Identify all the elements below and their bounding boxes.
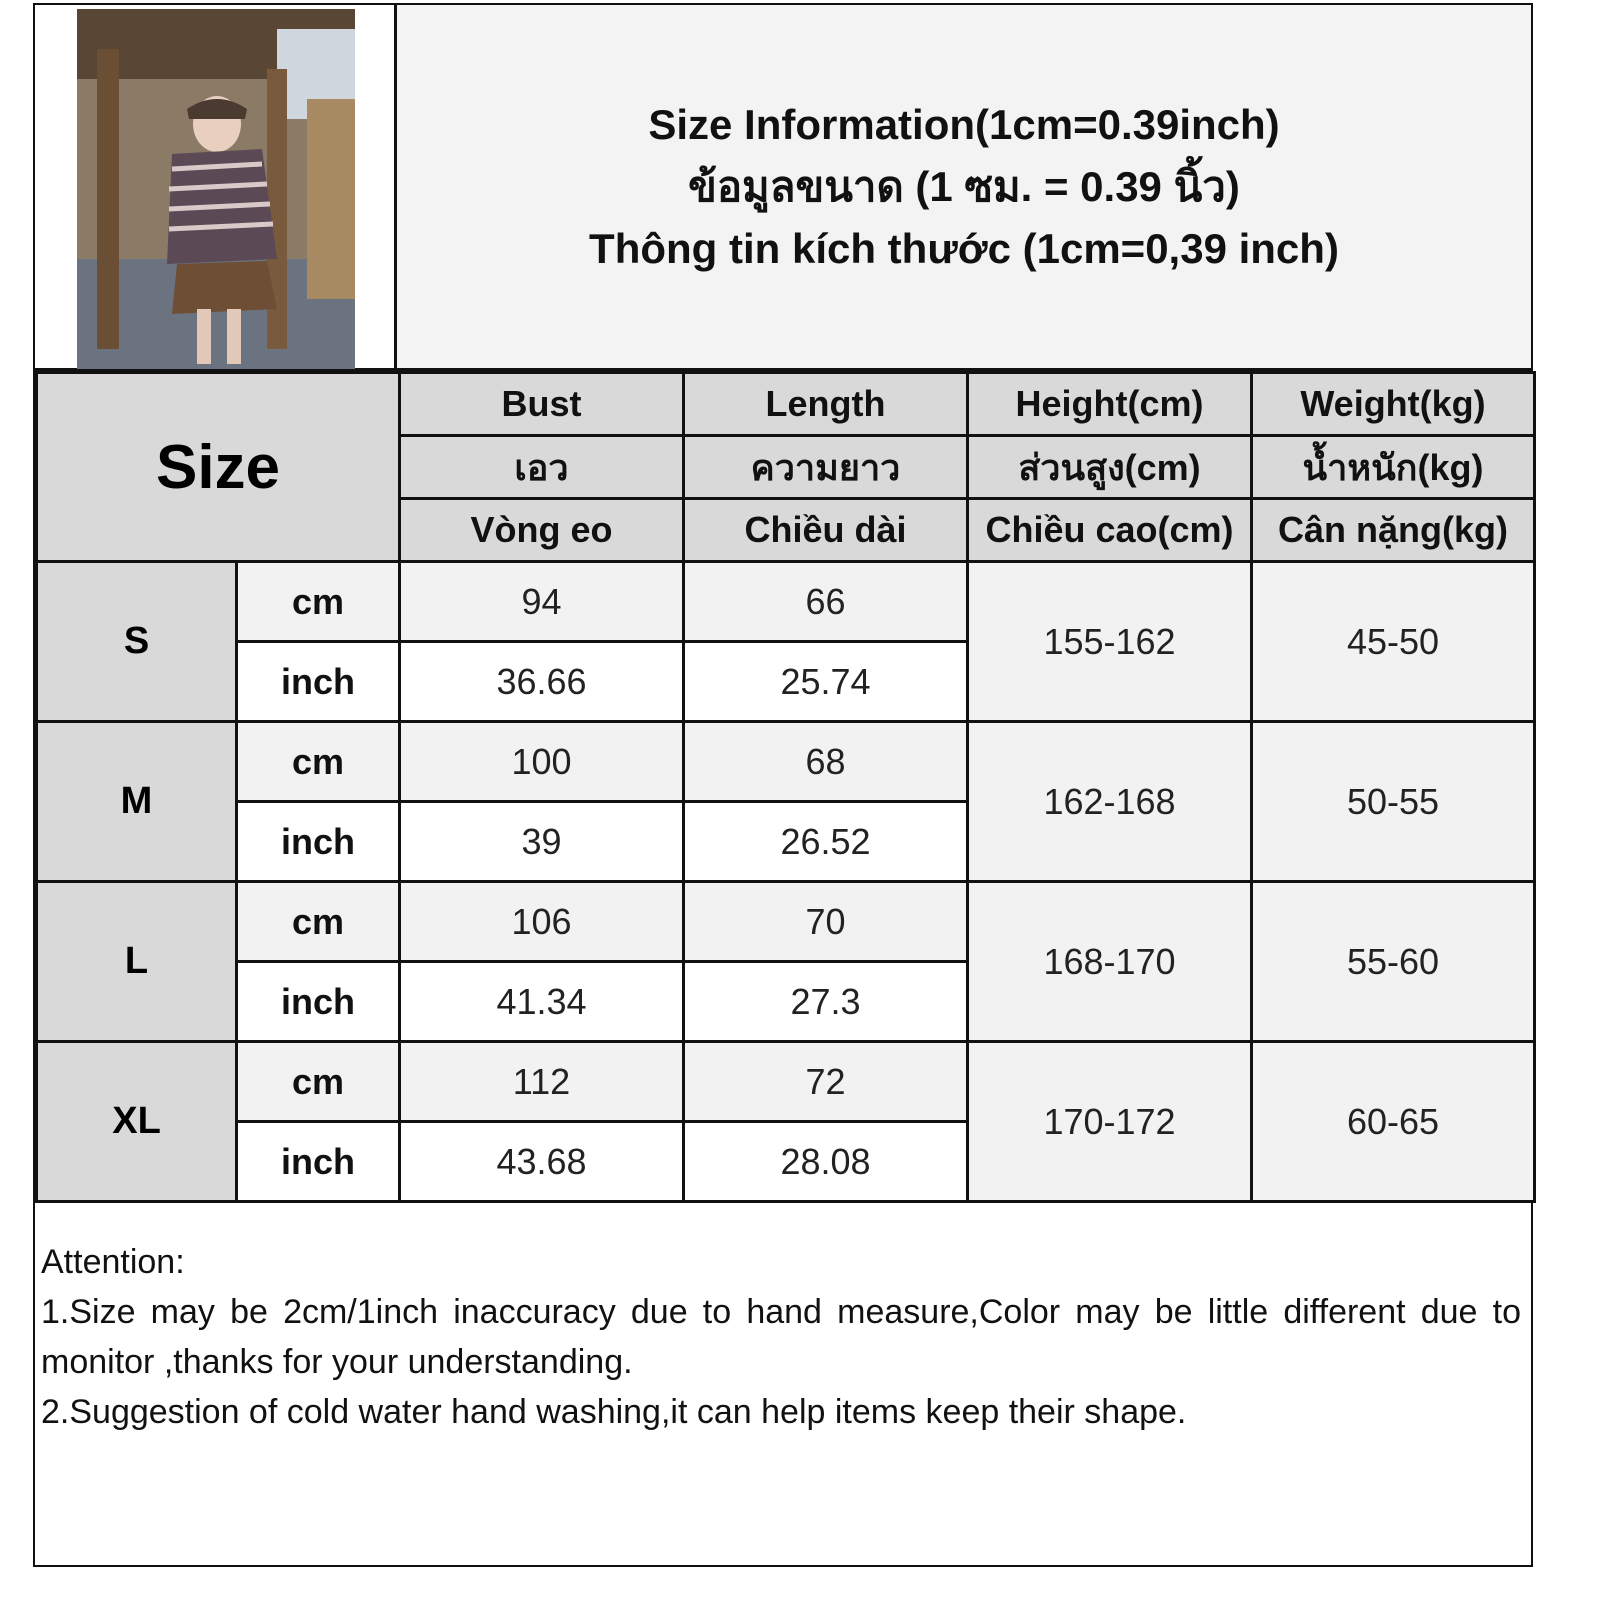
size-label: XL [35, 1040, 238, 1203]
size-header: Size [35, 371, 401, 563]
note-2: 2.Suggestion of cold water hand washing,… [41, 1393, 1187, 1431]
length-cm: 70 [682, 880, 969, 963]
length-inch: 26.52 [682, 800, 969, 883]
weight-range: 60-65 [1250, 1040, 1536, 1203]
unit-inch: inch [235, 640, 401, 723]
weight-range: 45-50 [1250, 560, 1536, 723]
size-table: Size Bust Length Height(cm) Weight(kg) เ… [35, 371, 1536, 1203]
size-info-title: Size Information(1cm=0.39inch) ข้อมูลขนา… [397, 5, 1531, 368]
column-header-bust-en: Bust [398, 371, 685, 437]
bust-inch: 41.34 [398, 960, 685, 1043]
bust-cm: 94 [398, 560, 685, 643]
notes-heading: Attention: [41, 1243, 185, 1281]
size-chart: Size Information(1cm=0.39inch) ข้อมูลขนา… [33, 3, 1536, 1567]
column-header-length-vi: Chiều dài [682, 497, 969, 563]
length-cm: 68 [682, 720, 969, 803]
attention-notes: Attention: 1.Size may be 2cm/1inch inacc… [41, 1237, 1521, 1437]
weight-range: 50-55 [1250, 720, 1536, 883]
height-range: 168-170 [966, 880, 1253, 1043]
table-row: inch 39 26.52 [37, 800, 1535, 883]
table-row: inch 36.66 25.74 [37, 640, 1535, 723]
height-range: 170-172 [966, 1040, 1253, 1203]
column-header-height-vi: Chiều cao(cm) [966, 497, 1253, 563]
length-cm: 72 [682, 1040, 969, 1123]
column-header-weight-en: Weight(kg) [1250, 371, 1536, 437]
unit-inch: inch [235, 800, 401, 883]
model-photo-image [77, 9, 355, 369]
unit-cm: cm [235, 720, 401, 803]
height-range: 162-168 [966, 720, 1253, 883]
length-inch: 25.74 [682, 640, 969, 723]
column-header-bust-vi: Vòng eo [398, 497, 685, 563]
column-header-weight-vi: Cân nặng(kg) [1250, 497, 1536, 563]
size-label: S [35, 560, 238, 723]
column-header-weight-th: น้ำหนัก(kg) [1250, 434, 1536, 500]
length-inch: 27.3 [682, 960, 969, 1043]
column-header-length-en: Length [682, 371, 969, 437]
weight-range: 55-60 [1250, 880, 1536, 1043]
bust-inch: 36.66 [398, 640, 685, 723]
column-header-bust-th: เอว [398, 434, 685, 500]
table-row: inch 43.68 28.08 [37, 1120, 1535, 1203]
bust-inch: 39 [398, 800, 685, 883]
column-header-height-th: ส่วนสูง(cm) [966, 434, 1253, 500]
title-thai: ข้อมูลขนาด (1 ซม. = 0.39 นิ้ว) [688, 162, 1240, 210]
table-row: inch 41.34 27.3 [37, 960, 1535, 1043]
size-label: L [35, 880, 238, 1043]
column-header-length-th: ความยาว [682, 434, 969, 500]
unit-cm: cm [235, 880, 401, 963]
header-section: Size Information(1cm=0.39inch) ข้อมูลขนา… [35, 5, 1531, 371]
length-cm: 66 [682, 560, 969, 643]
height-range: 155-162 [966, 560, 1253, 723]
table-row: XL cm 112 72 170-172 60-65 [35, 1040, 1536, 1203]
note-1: 1.Size may be 2cm/1inch inaccuracy due t… [41, 1293, 1521, 1381]
length-inch: 28.08 [682, 1120, 969, 1203]
bust-inch: 43.68 [398, 1120, 685, 1203]
title-vietnamese: Thông tin kích thước (1cm=0,39 inch) [589, 224, 1339, 272]
unit-cm: cm [235, 1040, 401, 1123]
bust-cm: 112 [398, 1040, 685, 1123]
title-english: Size Information(1cm=0.39inch) [648, 100, 1280, 148]
unit-inch: inch [235, 960, 401, 1043]
unit-cm: cm [235, 560, 401, 643]
product-photo [35, 5, 397, 369]
column-header-height-en: Height(cm) [966, 371, 1253, 437]
bust-cm: 106 [398, 880, 685, 963]
unit-inch: inch [235, 1120, 401, 1203]
size-label: M [35, 720, 238, 883]
bust-cm: 100 [398, 720, 685, 803]
